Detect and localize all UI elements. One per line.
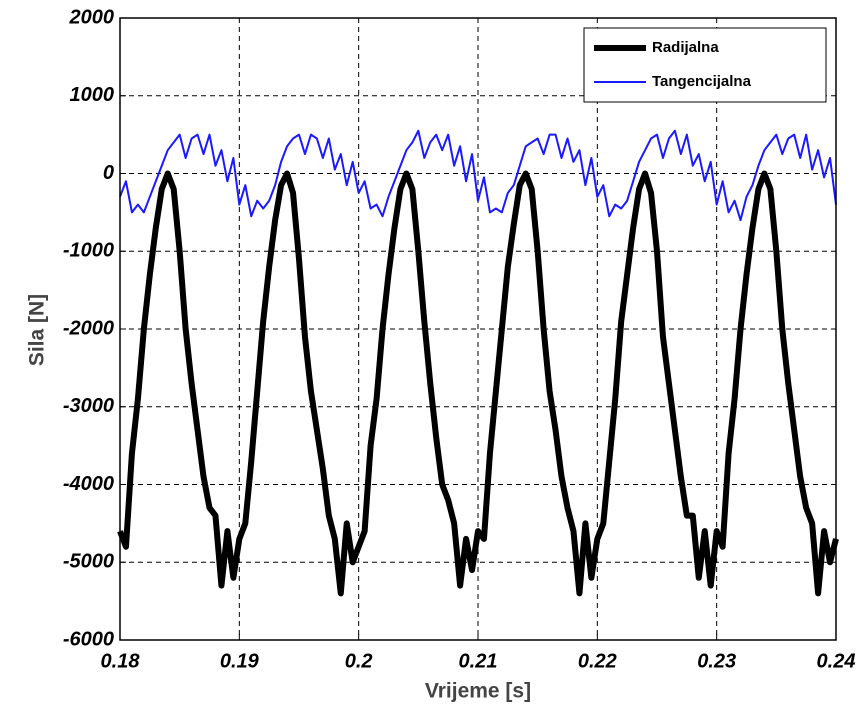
x-tick-label: 0.21 [459,650,498,672]
x-tick-label: 0.19 [220,650,260,672]
legend-box [583,27,827,103]
y-tick-label: -5000 [63,551,114,573]
x-tick-label: 0.23 [697,650,736,672]
y-tick-label: -1000 [63,240,114,262]
legend-label: Radijalna [652,39,719,56]
y-tick-label: -4000 [63,473,114,495]
series-line [119,129,837,222]
y-tick-label: -2000 [63,317,114,339]
x-tick-label: 0.2 [345,650,373,672]
x-tick-label: 0.18 [101,650,141,672]
axes-box [119,17,837,641]
y-tick-label: 1000 [70,84,115,106]
legend-label: Tangencijalna [652,73,752,90]
y-tick-label: -6000 [63,628,114,650]
x-tick-label: 0.22 [578,650,617,672]
y-tick-label: 2000 [69,6,115,28]
x-axis-label: Vrijeme [s] [425,680,531,703]
series-line [117,170,839,597]
y-tick-label: -3000 [63,395,114,417]
y-axis-label: Sila [N] [26,294,49,366]
y-tick-label: 0 [103,162,114,184]
x-tick-label: 0.24 [817,650,856,672]
